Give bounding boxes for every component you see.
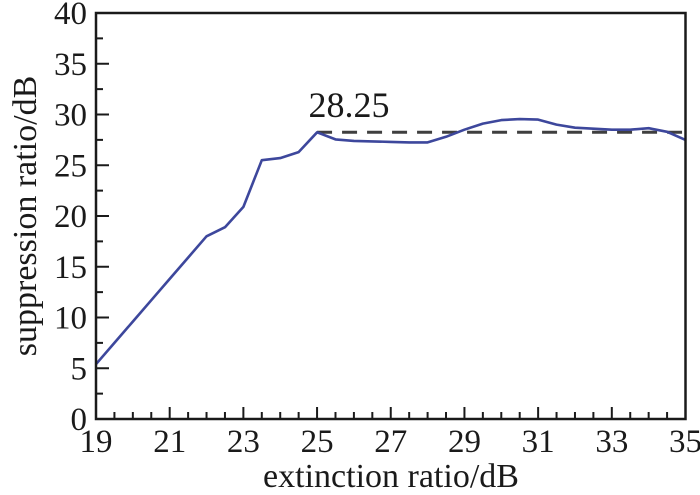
y-tick-label: 30 (54, 98, 87, 134)
data-series-line (95, 117, 687, 366)
x-tick-label: 35 (669, 424, 700, 460)
x-axis-title: extinction ratio/dB (263, 458, 519, 495)
plot-frame (94, 11, 687, 421)
y-tick-label: 25 (54, 148, 87, 184)
y-tick-label: 40 (54, 0, 87, 32)
x-tick-label: 23 (227, 424, 260, 460)
x-tick-label: 21 (153, 424, 186, 460)
plot-area: 19 21 23 25 27 29 31 33 35 0 5 10 15 20 25 30 35 40 (54, 0, 700, 460)
x-tick-label: 31 (522, 424, 555, 460)
x-tick-label: 19 (80, 424, 113, 460)
y-tick-label: 5 (71, 351, 88, 387)
x-tick-label: 27 (374, 424, 407, 460)
y-tick-label: 0 (71, 402, 88, 438)
y-tick-label: 20 (54, 199, 87, 235)
x-tick-label: 29 (448, 424, 481, 460)
y-axis-title: suppression ratio/dB (7, 76, 44, 356)
y-tick-label: 10 (54, 301, 87, 337)
reference-value-label: 28.25 (309, 85, 390, 125)
x-tick-label: 25 (301, 424, 334, 460)
y-tick-label: 15 (54, 250, 87, 286)
y-tick-label: 35 (54, 47, 87, 83)
x-tick-label: 33 (595, 424, 628, 460)
